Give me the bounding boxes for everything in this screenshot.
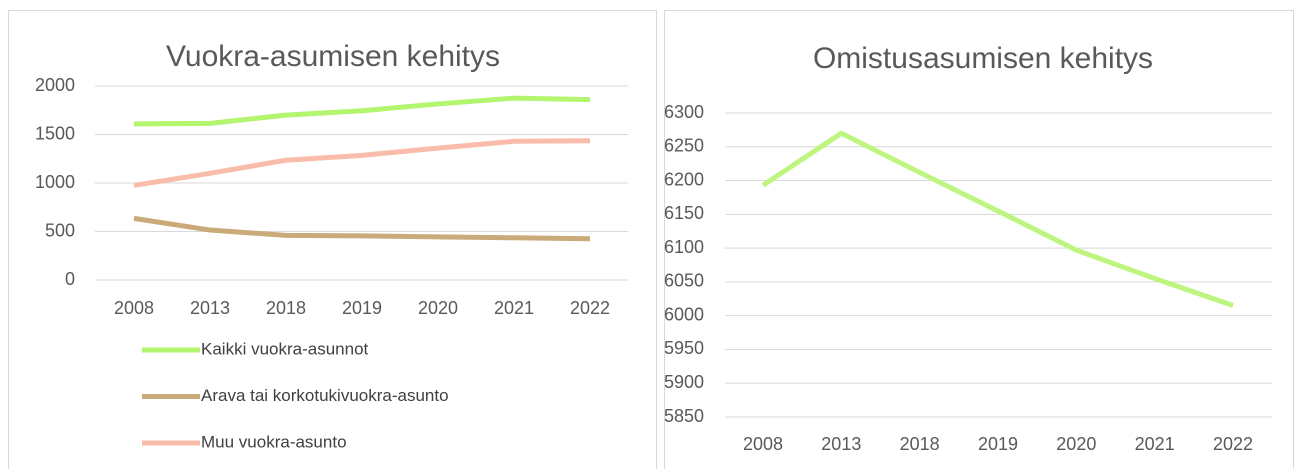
x-tick-label: 2018 (266, 298, 306, 318)
series-line (133, 95, 591, 127)
series-line (761, 130, 1234, 308)
chart-frame (664, 10, 1294, 469)
y-tick-label: 500 (45, 220, 75, 240)
y-tick-label: 1000 (35, 172, 75, 192)
y-tick-label: 0 (65, 269, 75, 289)
y-tick-label: 6100 (664, 237, 704, 257)
x-tick-label: 2022 (570, 298, 610, 318)
chart-title: Omistusasumisen kehitys (813, 42, 1153, 75)
x-tick-label: 2018 (900, 434, 940, 454)
legend-label: Arava tai korkotukivuokra-asunto (201, 386, 449, 405)
x-tick-label: 2008 (114, 298, 154, 318)
x-tick-label: 2020 (418, 298, 458, 318)
y-tick-label: 5950 (664, 338, 704, 358)
x-tick-label: 2008 (743, 434, 783, 454)
y-tick-label: 5850 (664, 406, 704, 426)
y-tick-label: 6050 (664, 271, 704, 291)
x-tick-label: 2013 (190, 298, 230, 318)
x-tick-label: 2013 (821, 434, 861, 454)
y-tick-label: 1500 (35, 123, 75, 143)
x-tick-label: 2021 (1135, 434, 1175, 454)
y-tick-label: 6250 (664, 136, 704, 156)
x-tick-label: 2019 (978, 434, 1018, 454)
x-tick-label: 2020 (1056, 434, 1096, 454)
x-tick-label: 2021 (494, 298, 534, 318)
x-tick-label: 2022 (1213, 434, 1253, 454)
chart-title: Vuokra-asumisen kehitys (166, 40, 500, 73)
y-tick-label: 2000 (35, 75, 75, 95)
y-tick-label: 6300 (664, 102, 704, 122)
y-tick-label: 6000 (664, 304, 704, 324)
x-tick-label: 2019 (342, 298, 382, 318)
series-line (133, 215, 591, 242)
legend-label: Kaikki vuokra-asunnot (201, 339, 369, 358)
series-line (133, 138, 591, 188)
y-tick-label: 6200 (664, 169, 704, 189)
legend-label: Muu vuokra-asunto (201, 432, 347, 451)
y-tick-label: 6150 (664, 203, 704, 223)
y-tick-label: 5900 (664, 372, 704, 392)
